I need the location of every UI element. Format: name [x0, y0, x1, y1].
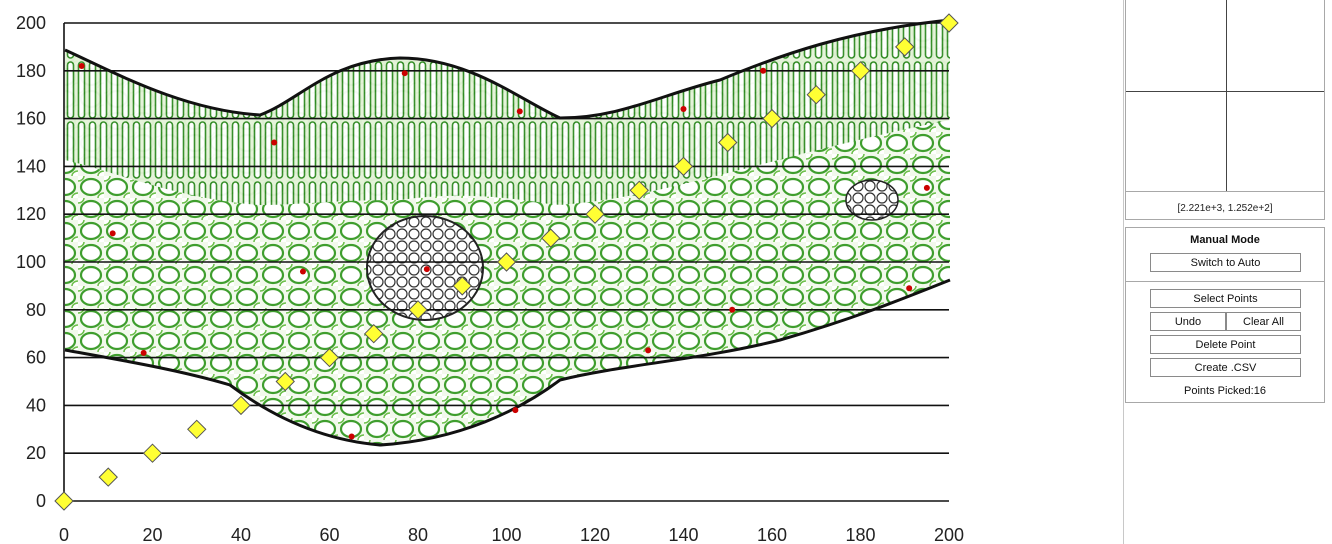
diamond-marker: [762, 108, 782, 129]
zoom-crosshair-vertical: [1226, 0, 1227, 191]
diamond-marker: [364, 323, 384, 344]
data-marks: [54, 13, 959, 511]
picked-point-dot: [271, 139, 278, 146]
diamond-marker: [895, 37, 915, 57]
gridlines: [64, 22, 949, 455]
lower-epidermis: [64, 278, 951, 447]
x-tick-label-60: 60: [319, 525, 339, 544]
picked-point-dot: [923, 184, 930, 191]
y-tick-label-40: 40: [26, 395, 46, 415]
diamond-marker: [629, 180, 649, 201]
picked-point-dot: [760, 67, 767, 74]
x-tick-label-20: 20: [142, 525, 162, 544]
x-tick-label-100: 100: [491, 525, 521, 544]
y-tick-label-200: 200: [16, 13, 46, 33]
delete-point-button[interactable]: Delete Point: [1150, 335, 1301, 354]
sidebar-divider: [1123, 0, 1124, 544]
panel-separator: [1126, 281, 1324, 282]
undo-button[interactable]: Undo: [1150, 312, 1226, 331]
leaf-micrograph-image: [64, 18, 951, 447]
create-csv-button[interactable]: Create .CSV: [1150, 358, 1301, 377]
y-tick-label-120: 120: [16, 204, 46, 224]
y-tick-label-80: 80: [26, 300, 46, 320]
x-tick-label-0: 0: [59, 525, 69, 544]
diamond-marker: [187, 419, 207, 440]
clear-all-button[interactable]: Clear All: [1226, 312, 1301, 331]
picked-point-dot: [78, 63, 85, 70]
diamond-marker: [585, 204, 605, 224]
switch-to-auto-button[interactable]: Switch to Auto: [1150, 253, 1301, 272]
diamond-marker: [806, 84, 826, 105]
picked-point-dot: [299, 268, 306, 275]
picked-point-dot: [729, 306, 736, 313]
diamond-marker: [541, 228, 561, 248]
y-tick-label-60: 60: [26, 348, 46, 368]
axes: [63, 23, 949, 502]
diamond-marker: [54, 491, 74, 511]
minor-vascular-bundle: [845, 179, 899, 221]
picked-point-dot: [348, 433, 355, 440]
diamond-marker: [142, 443, 163, 463]
diamond-marker: [718, 132, 738, 153]
x-tick-labels: 0 20 40 60 80 100 120 140 160 180 200: [59, 525, 964, 544]
picked-point-dot: [512, 407, 519, 414]
y-tick-label-160: 160: [16, 109, 46, 129]
diamond-marker: [98, 467, 118, 487]
points-picked-count: Points Picked:16: [1184, 385, 1266, 397]
mode-title: Manual Mode: [1190, 234, 1260, 246]
y-tick-label-20: 20: [26, 443, 46, 463]
cursor-coordinates: [2.221e+3, 1.252e+2]: [1177, 203, 1273, 214]
x-tick-label-80: 80: [408, 525, 428, 544]
picked-point-dot: [645, 347, 652, 354]
upper-epidermis: [64, 18, 951, 120]
diamond-marker: [408, 300, 428, 320]
picked-point-dot: [680, 106, 687, 113]
diamond-marker: [319, 347, 340, 368]
palisade-layer: [65, 20, 950, 205]
diamond-marker: [231, 395, 251, 416]
picked-point-dot: [516, 108, 523, 115]
plot-svg[interactable]: 0 20 40 60 80 100 120 140 160 180 200 0 20 40 60 80 100…: [0, 0, 1000, 544]
picked-point-dot: [140, 349, 147, 356]
diamond-marker: [496, 252, 517, 272]
y-tick-labels: 0 20 40 60 80 100 120 140 160 180 200: [16, 13, 46, 511]
x-tick-label-40: 40: [231, 525, 251, 544]
y-tick-label-140: 140: [16, 156, 46, 176]
zoom-view: [1126, 0, 1324, 192]
picked-point-dot: [906, 285, 913, 292]
x-tick-label-160: 160: [757, 525, 787, 544]
zoom-panel: [2.221e+3, 1.252e+2]: [1125, 0, 1325, 220]
diamond-marker: [275, 371, 295, 392]
mode-panel: Manual Mode Switch to Auto Select Points…: [1125, 227, 1325, 403]
x-tick-label-120: 120: [580, 525, 610, 544]
y-tick-label-180: 180: [16, 61, 46, 81]
digitizer-canvas[interactable]: 0 20 40 60 80 100 120 140 160 180 200 0 20 40 60 80 100…: [0, 0, 1000, 544]
diamond-marker: [673, 156, 694, 177]
picked-point-dot: [109, 230, 116, 237]
x-tick-label-180: 180: [845, 525, 875, 544]
x-tick-label-140: 140: [668, 525, 698, 544]
diamond-marker: [850, 61, 871, 81]
diamond-marker: [939, 13, 959, 33]
zoom-crosshair-horizontal: [1126, 91, 1324, 92]
select-points-button[interactable]: Select Points: [1150, 289, 1301, 308]
x-tick-label-200: 200: [934, 525, 964, 544]
y-tick-label-100: 100: [16, 252, 46, 272]
picked-point-dot: [401, 70, 408, 77]
y-tick-label-0: 0: [36, 491, 46, 511]
diamond-marker: [452, 276, 472, 296]
picked-point-dot: [423, 266, 430, 273]
